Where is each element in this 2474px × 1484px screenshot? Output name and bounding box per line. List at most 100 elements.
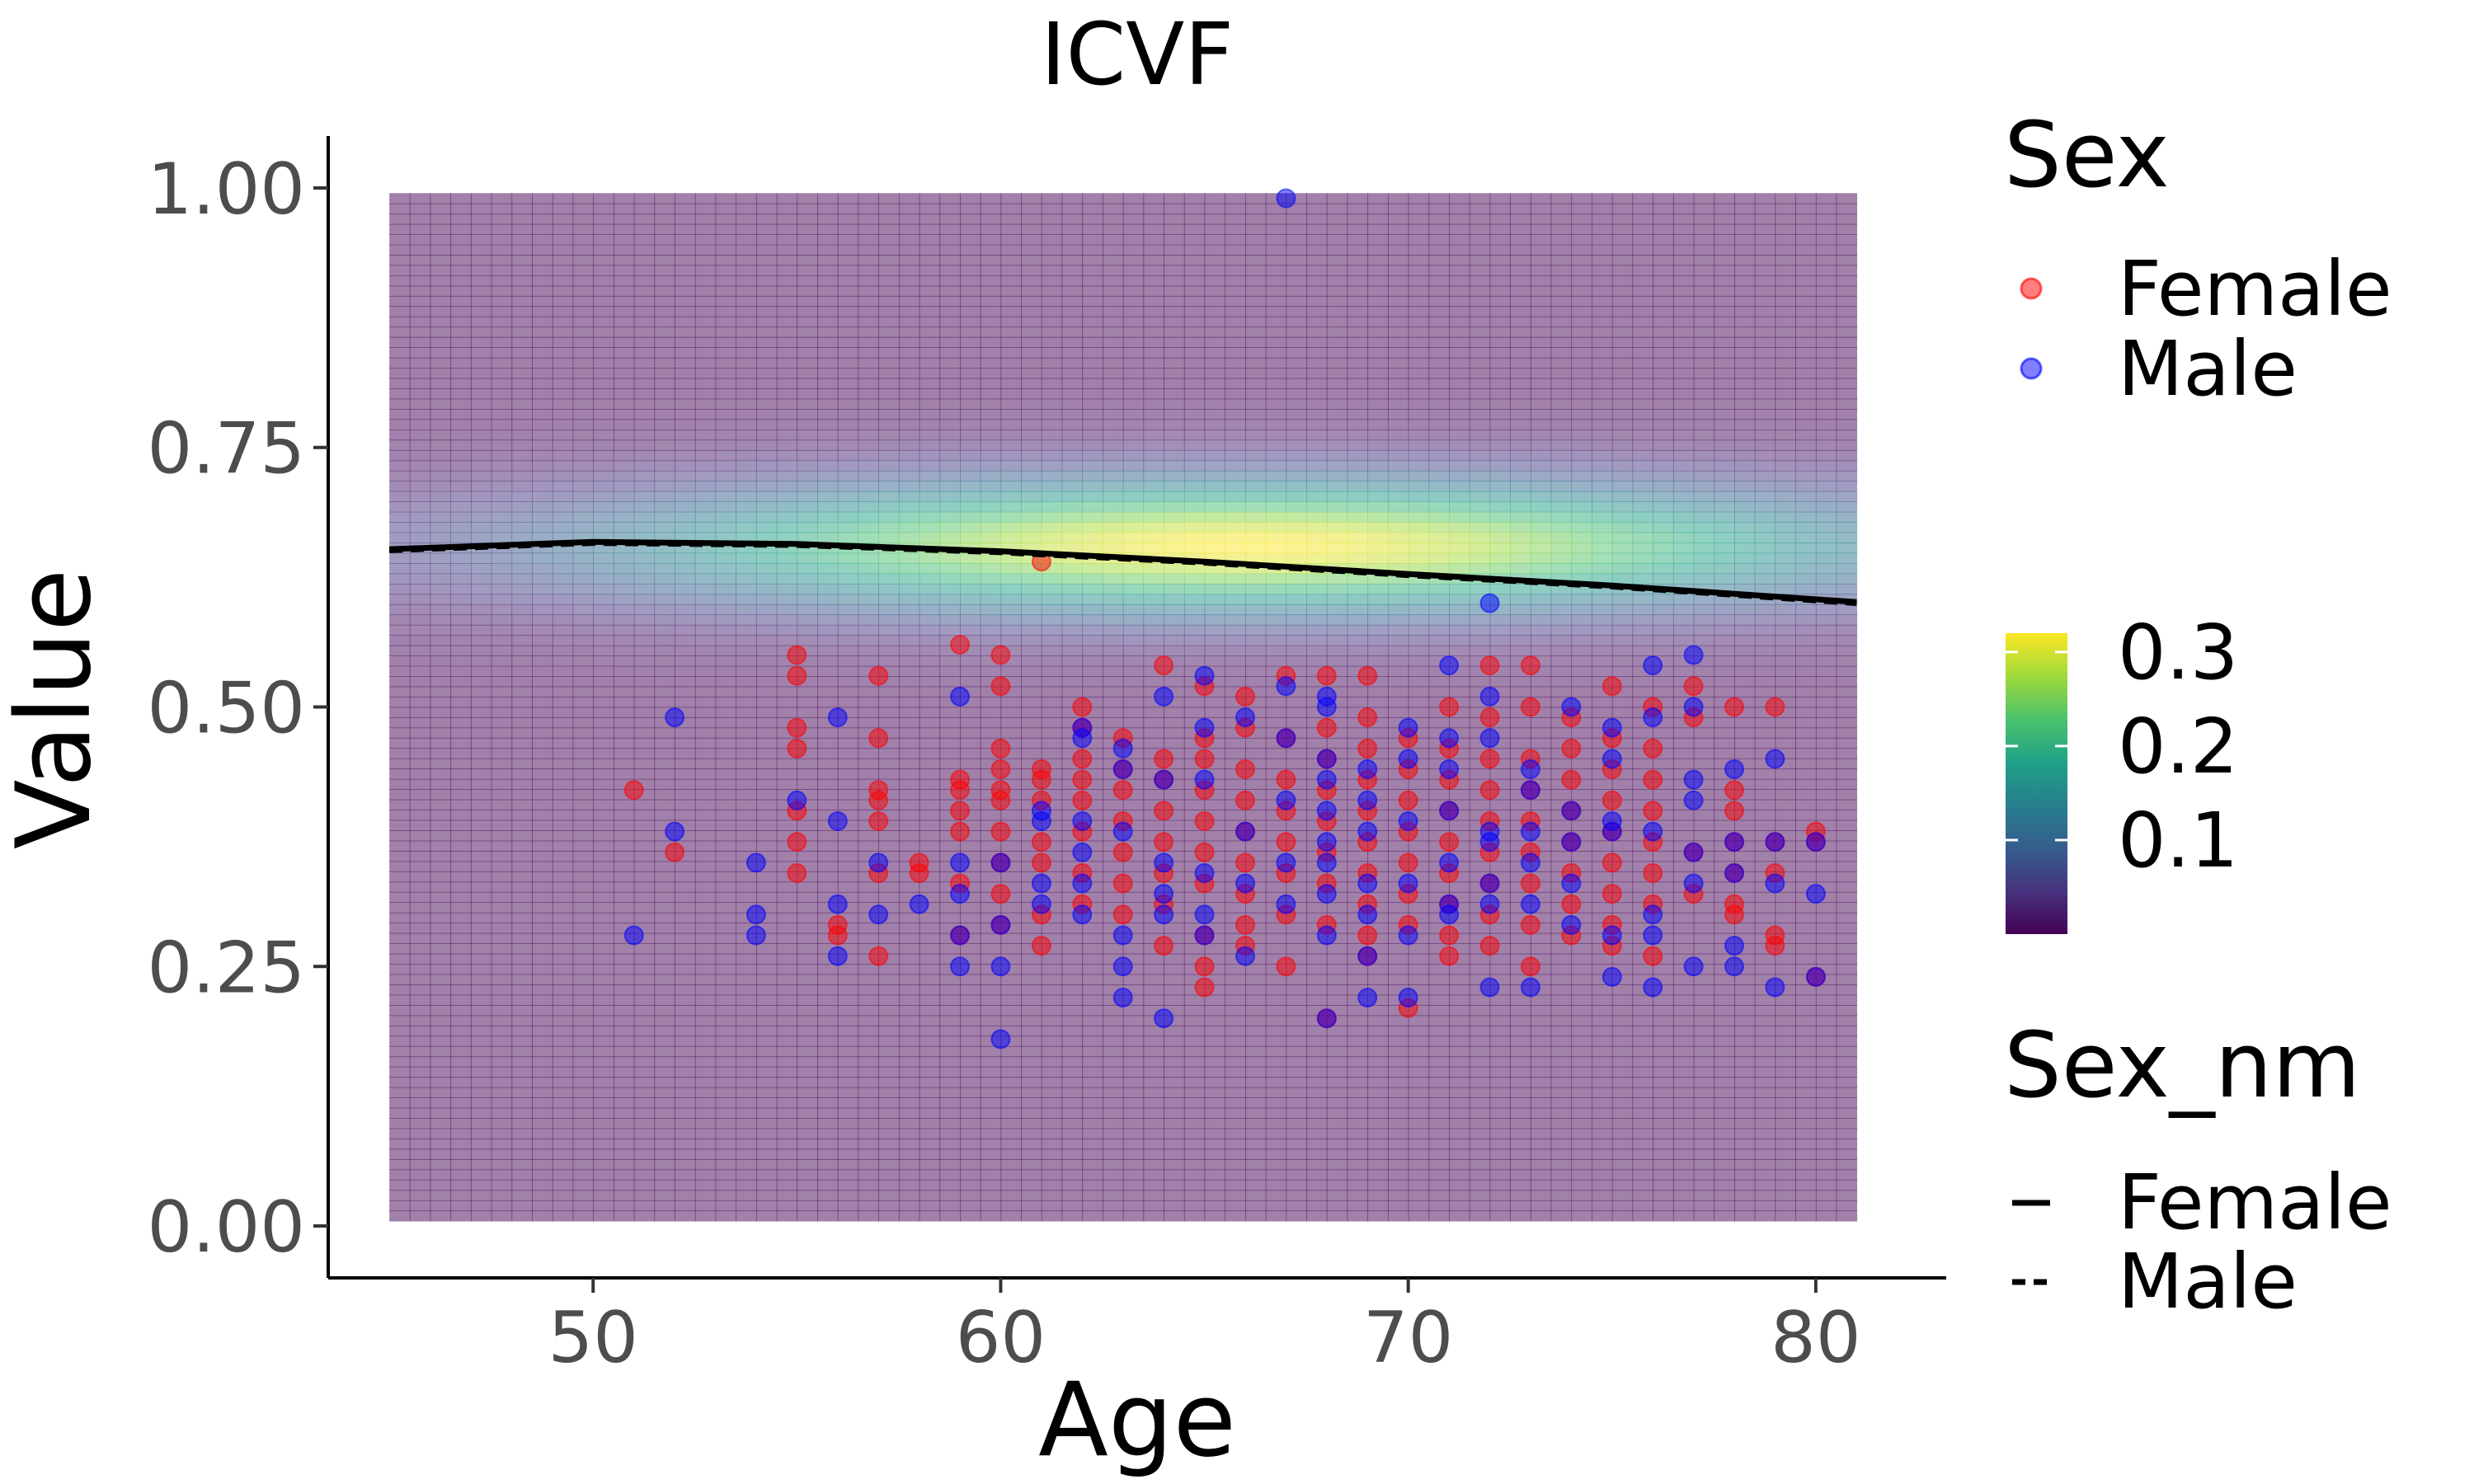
- density-tile: [776, 203, 798, 214]
- density-tile: [1143, 275, 1164, 287]
- density-tile: [1102, 275, 1124, 287]
- density-tile: [736, 789, 757, 801]
- density-tile: [1102, 460, 1124, 472]
- density-tile: [1449, 336, 1470, 349]
- density-tile: [939, 737, 961, 749]
- density-tile: [409, 255, 431, 266]
- density-tile: [1795, 635, 1817, 646]
- density-tile: [1164, 727, 1185, 739]
- density-tile: [654, 326, 675, 338]
- density-tile: [593, 368, 614, 379]
- density-tile: [1815, 707, 1837, 718]
- density-tile: [1693, 542, 1715, 554]
- density-tile: [1306, 583, 1328, 595]
- density-tile: [817, 265, 839, 276]
- density-tile: [1693, 265, 1715, 276]
- density-tile: [593, 223, 614, 235]
- density-tile: [1653, 532, 1674, 543]
- density-tile: [1611, 542, 1634, 554]
- density-tile: [878, 429, 900, 441]
- density-tile: [1653, 511, 1674, 523]
- density-tile: [491, 532, 513, 543]
- density-tile: [1734, 603, 1756, 616]
- density-tile: [919, 336, 941, 349]
- density-tile: [1795, 306, 1817, 317]
- density-tile: [675, 357, 696, 369]
- density-tile: [1571, 193, 1592, 204]
- density-tile: [675, 501, 696, 513]
- density-tile: [1000, 234, 1022, 246]
- density-tile: [1225, 655, 1246, 667]
- density-tile: [1122, 203, 1145, 214]
- density-tile: [1408, 542, 1430, 554]
- density-tile: [1449, 583, 1470, 595]
- density-tile: [1143, 285, 1164, 297]
- density-tile: [1754, 891, 1776, 904]
- density-tile: [1000, 511, 1022, 523]
- density-tile: [532, 460, 553, 472]
- density-tile: [694, 624, 717, 636]
- density-tile: [736, 562, 757, 575]
- density-tile: [1714, 265, 1735, 276]
- density-tile: [1265, 511, 1287, 523]
- density-tile: [715, 645, 737, 656]
- density-tile: [1367, 603, 1389, 616]
- density-tile: [675, 409, 696, 420]
- density-tile: [1530, 275, 1552, 287]
- density-tile: [1672, 532, 1695, 543]
- density-tile: [654, 449, 675, 462]
- density-tile: [552, 378, 574, 389]
- density-tile: [1164, 594, 1185, 605]
- density-tile: [470, 214, 492, 225]
- density-tile: [1428, 398, 1450, 410]
- density-tile: [1204, 336, 1226, 349]
- density-tile: [430, 398, 452, 410]
- density-tile: [919, 234, 941, 246]
- density-tile: [511, 830, 533, 842]
- density-tile: [511, 737, 533, 749]
- density-tile: [1021, 676, 1042, 688]
- density-tile: [491, 357, 513, 369]
- density-tile: [593, 583, 614, 595]
- density-tile: [1387, 255, 1409, 266]
- density-tile: [1611, 244, 1634, 256]
- density-tile: [1632, 645, 1653, 656]
- density-tile: [1244, 275, 1267, 287]
- density-tile: [1041, 275, 1063, 287]
- density-tile: [837, 491, 859, 502]
- density-tile: [755, 707, 778, 718]
- density-tile: [1000, 449, 1022, 462]
- density-tile: [1571, 265, 1592, 276]
- density-tile: [715, 891, 737, 904]
- density-tile: [593, 635, 614, 646]
- density-tile: [776, 285, 798, 297]
- density-tile: [1632, 275, 1653, 287]
- density-tile: [1102, 583, 1124, 595]
- density-tile: [409, 193, 431, 204]
- density-tile: [1408, 398, 1430, 410]
- density-tile: [1550, 306, 1573, 317]
- density-tile: [1164, 429, 1185, 441]
- density-tile: [1244, 665, 1267, 677]
- density-tile: [409, 840, 431, 852]
- density-tile: [1836, 645, 1858, 656]
- density-tile: [858, 265, 879, 276]
- density-tile: [1836, 655, 1858, 667]
- density-tile: [1367, 542, 1389, 554]
- density-tile: [1225, 583, 1246, 595]
- density-tile: [898, 501, 920, 513]
- density-tile: [675, 881, 696, 893]
- density-tile: [675, 861, 696, 872]
- density-tile: [1000, 378, 1022, 389]
- density-tile: [1489, 193, 1511, 204]
- density-tile: [898, 799, 920, 810]
- density-tile: [919, 697, 941, 708]
- density-tile: [511, 234, 533, 246]
- density-tile: [1592, 470, 1613, 482]
- density-tile: [1408, 316, 1430, 328]
- density-tile: [919, 819, 941, 831]
- density-tile: [1836, 265, 1858, 276]
- density-tile: [1387, 203, 1409, 214]
- density-tile: [1000, 388, 1022, 400]
- density-tile: [430, 819, 452, 831]
